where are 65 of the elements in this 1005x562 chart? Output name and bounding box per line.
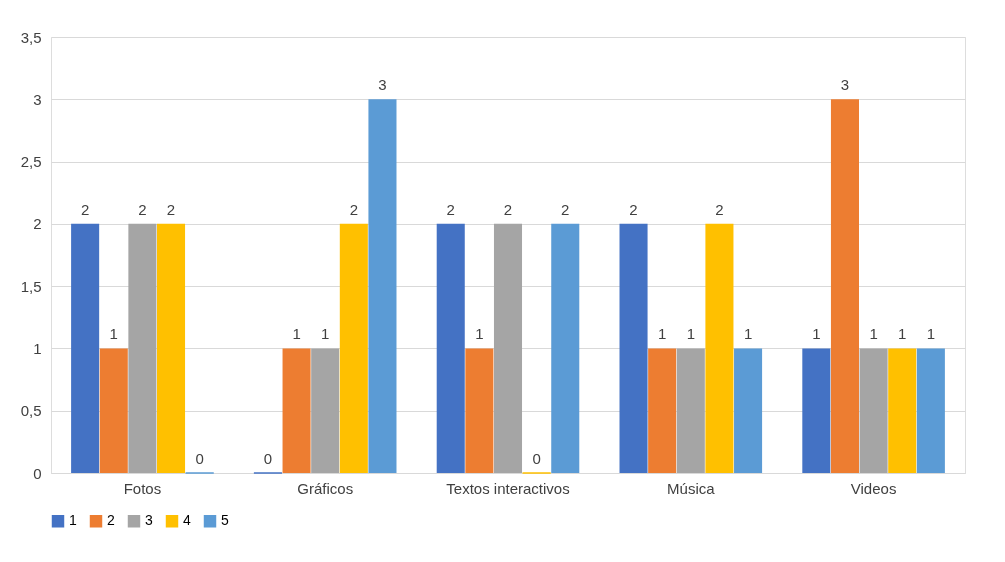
bar bbox=[734, 348, 763, 473]
bar bbox=[368, 99, 397, 473]
data-label: 1 bbox=[812, 325, 821, 343]
data-label: 2 bbox=[166, 200, 176, 218]
bar bbox=[339, 223, 368, 473]
y-tick-label: 3 bbox=[33, 90, 42, 108]
legend-label: 2 bbox=[107, 512, 115, 529]
data-label: 0 bbox=[532, 450, 541, 467]
y-tick-label: 1 bbox=[33, 339, 42, 357]
data-label: 1 bbox=[926, 325, 936, 343]
data-label: 0 bbox=[195, 450, 204, 467]
bar bbox=[802, 348, 831, 473]
y-tick-label: 2 bbox=[33, 215, 42, 233]
data-label: 1 bbox=[869, 325, 878, 343]
legend-label: 5 bbox=[221, 512, 229, 529]
data-label: 1 bbox=[321, 325, 330, 343]
data-label: 2 bbox=[629, 200, 638, 218]
bar bbox=[619, 223, 648, 473]
legend-label: 4 bbox=[183, 512, 191, 529]
data-label: 2 bbox=[80, 200, 90, 218]
data-label: 2 bbox=[138, 200, 147, 218]
bar bbox=[859, 348, 888, 473]
data-label: 1 bbox=[292, 325, 301, 343]
data-label: 2 bbox=[503, 200, 513, 218]
data-label: 2 bbox=[561, 200, 570, 218]
data-label: 1 bbox=[898, 325, 907, 343]
y-tick-label: 2,5 bbox=[20, 153, 42, 171]
data-label: 2 bbox=[349, 200, 358, 218]
bar bbox=[157, 223, 186, 473]
legend-label: 3 bbox=[145, 512, 153, 529]
data-label: 2 bbox=[446, 200, 455, 218]
x-tick-label: Textos interactivos bbox=[446, 479, 570, 497]
data-label: 1 bbox=[109, 325, 118, 343]
bar bbox=[436, 223, 465, 473]
x-tick-label: Videos bbox=[850, 479, 897, 497]
y-tick-label: 0 bbox=[33, 464, 42, 482]
data-label: 1 bbox=[686, 325, 695, 343]
bar bbox=[551, 223, 580, 473]
data-label: 1 bbox=[743, 325, 753, 343]
bar bbox=[99, 348, 128, 473]
legend-label: 1 bbox=[69, 512, 77, 529]
data-label: 1 bbox=[658, 325, 667, 343]
bar bbox=[648, 348, 677, 473]
bar bbox=[705, 223, 734, 473]
bar bbox=[493, 223, 523, 473]
y-tick-label: 1,5 bbox=[20, 277, 42, 295]
data-label: 3 bbox=[378, 76, 387, 94]
x-tick-label: Gráficos bbox=[297, 479, 354, 497]
data-label: 1 bbox=[475, 325, 484, 343]
y-tick-label: 3,5 bbox=[20, 28, 42, 46]
bar bbox=[311, 348, 340, 473]
data-label: 0 bbox=[263, 450, 273, 467]
data-label: 3 bbox=[840, 76, 850, 94]
bar bbox=[71, 223, 100, 473]
x-tick-label: Fotos bbox=[123, 479, 162, 497]
bar bbox=[282, 348, 311, 473]
bar bbox=[465, 348, 494, 473]
bar bbox=[916, 348, 945, 473]
data-label: 2 bbox=[715, 200, 724, 218]
y-tick-label: 0,5 bbox=[20, 402, 42, 420]
bar bbox=[676, 348, 705, 473]
bar bbox=[830, 99, 859, 473]
x-tick-label: Música bbox=[667, 479, 716, 497]
bar bbox=[128, 223, 157, 473]
bar bbox=[888, 348, 917, 473]
